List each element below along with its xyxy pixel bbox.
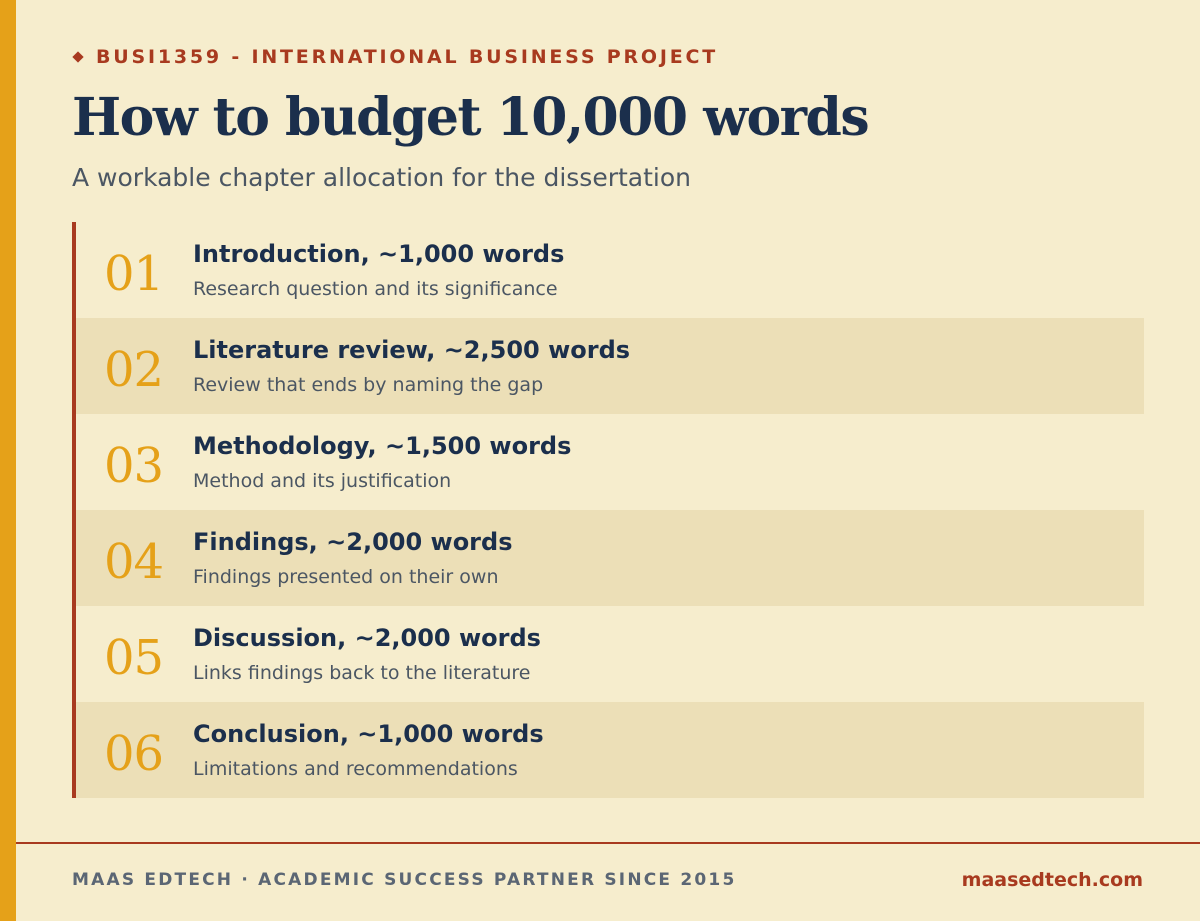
chapter-description: Findings presented on their own	[193, 566, 499, 588]
page-title: How to budget 10,000 words	[72, 87, 870, 148]
chapter-description: Review that ends by naming the gap	[193, 374, 544, 396]
chapter-heading: Methodology, ~1,500 words	[193, 432, 572, 460]
footer-tagline: MAAS EDTECH · ACADEMIC SUCCESS PARTNER S…	[72, 870, 737, 890]
chapter-heading: Findings, ~2,000 words	[193, 528, 513, 556]
chapter-description: Research question and its significance	[193, 278, 558, 300]
chapter-number: 03	[104, 438, 164, 494]
chapter-row-conclusion: 06 Conclusion, ~1,000 words Limitations …	[76, 702, 1144, 798]
chapter-heading: Conclusion, ~1,000 words	[193, 720, 544, 748]
left-accent-bar	[0, 0, 16, 921]
chapter-row-literature-review: 02 Literature review, ~2,500 words Revie…	[76, 318, 1144, 414]
chapter-description: Limitations and recommendations	[193, 758, 518, 780]
footer-divider	[16, 842, 1200, 844]
chapter-list: 01 Introduction, ~1,000 words Research q…	[72, 222, 1144, 798]
chapter-number: 04	[104, 534, 164, 590]
chapter-heading: Introduction, ~1,000 words	[193, 240, 565, 268]
chapter-number: 06	[104, 726, 164, 782]
chapter-heading: Discussion, ~2,000 words	[193, 624, 541, 652]
chapter-description: Links findings back to the literature	[193, 662, 531, 684]
chapter-number: 02	[104, 342, 164, 398]
course-code-label: BUSI1359 - INTERNATIONAL BUSINESS PROJEC…	[96, 46, 718, 68]
chapter-heading: Literature review, ~2,500 words	[193, 336, 631, 364]
chapter-row-introduction: 01 Introduction, ~1,000 words Research q…	[76, 222, 1144, 318]
chapter-row-findings: 04 Findings, ~2,000 words Findings prese…	[76, 510, 1144, 606]
course-eyebrow: BUSI1359 - INTERNATIONAL BUSINESS PROJEC…	[72, 44, 718, 70]
chapter-description: Method and its justification	[193, 470, 452, 492]
chapter-row-methodology: 03 Methodology, ~1,500 words Method and …	[76, 414, 1144, 510]
footer-website-link[interactable]: maasedtech.com	[961, 869, 1143, 891]
diamond-icon	[72, 51, 84, 63]
page-subtitle: A workable chapter allocation for the di…	[72, 163, 691, 192]
chapter-number: 05	[104, 630, 164, 686]
chapter-number: 01	[104, 246, 164, 302]
chapter-row-discussion: 05 Discussion, ~2,000 words Links findin…	[76, 606, 1144, 702]
